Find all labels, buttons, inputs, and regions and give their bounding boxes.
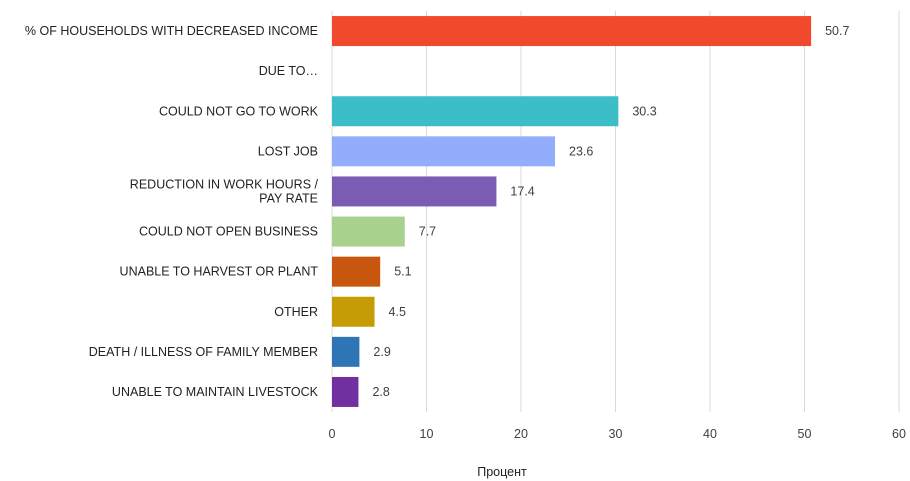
x-axis-title: Процент xyxy=(477,465,527,479)
category-label: REDUCTION IN WORK HOURS / PAY RATE xyxy=(130,177,319,205)
value-label: 17.4 xyxy=(510,184,534,198)
category-label: DEATH / ILLNESS OF FAMILY MEMBER xyxy=(89,345,318,359)
x-tick-label: 50 xyxy=(798,427,812,441)
x-axis-ticks: 0 10 20 30 40 50 60 xyxy=(329,427,906,441)
category-label: OTHER xyxy=(274,305,318,319)
value-label: 50.7 xyxy=(825,24,849,38)
value-labels: 50.7 30.3 23.6 17.4 7.7 5.1 4.5 2.9 2.8 xyxy=(372,24,849,399)
bar xyxy=(332,336,360,367)
x-tick-label: 10 xyxy=(420,427,434,441)
x-tick-label: 60 xyxy=(892,427,906,441)
category-label: UNABLE TO MAINTAIN LIVESTOCK xyxy=(112,385,319,399)
category-label: % OF HOUSEHOLDS WITH DECREASED INCOME xyxy=(25,24,318,38)
x-tick-label: 20 xyxy=(514,427,528,441)
bar xyxy=(332,16,812,47)
category-label: UNABLE TO HARVEST OR PLANT xyxy=(120,265,319,279)
value-label: 2.9 xyxy=(373,345,390,359)
bar xyxy=(332,256,381,287)
value-label: 4.5 xyxy=(389,305,406,319)
bar xyxy=(332,176,497,207)
bar xyxy=(332,136,556,167)
bar xyxy=(332,296,375,327)
category-label: LOST JOB xyxy=(258,144,318,158)
bars xyxy=(332,16,812,407)
x-tick-label: 30 xyxy=(609,427,623,441)
x-tick-label: 40 xyxy=(703,427,717,441)
bar xyxy=(332,376,359,407)
x-tick-label: 0 xyxy=(329,427,336,441)
value-label: 2.8 xyxy=(372,385,389,399)
value-label: 23.6 xyxy=(569,144,593,158)
bar xyxy=(332,96,619,127)
gridlines xyxy=(331,11,900,412)
category-label: DUE TO… xyxy=(259,64,318,78)
value-label: 30.3 xyxy=(632,104,656,118)
category-label: COULD NOT GO TO WORK xyxy=(159,104,319,118)
value-label: 5.1 xyxy=(394,265,411,279)
bar xyxy=(332,216,405,247)
category-label: COULD NOT OPEN BUSINESS xyxy=(139,225,318,239)
category-labels: % OF HOUSEHOLDS WITH DECREASED INCOME DUE… xyxy=(25,24,319,399)
value-label: 7.7 xyxy=(419,225,436,239)
